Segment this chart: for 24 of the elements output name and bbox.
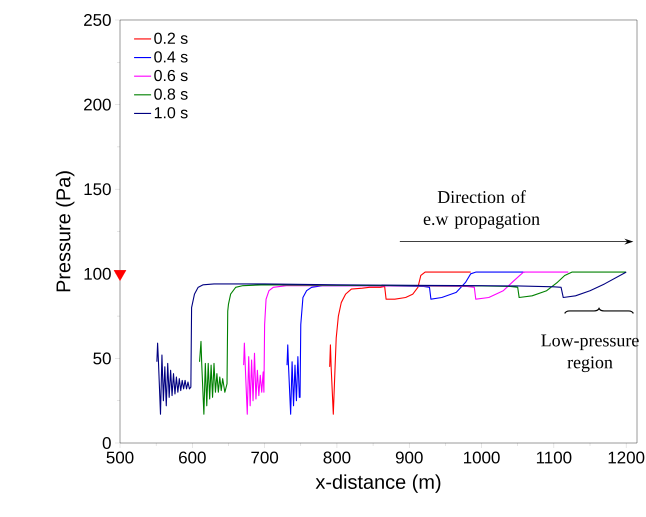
y-tick-label: 200 [84, 98, 111, 111]
legend-label: 0.8 s [154, 88, 188, 100]
x-tick-label: 1000 [464, 452, 500, 464]
y-tick-label: 0 [102, 437, 111, 449]
x-tick-label: 700 [251, 452, 278, 464]
x-tick-label: 900 [396, 452, 423, 464]
legend-label: 0.4 s [154, 51, 188, 63]
y-tick-label: 100 [84, 268, 111, 280]
line-series [329, 272, 472, 415]
x-tick-label: 800 [324, 452, 350, 464]
x-tick-label: 600 [179, 452, 206, 464]
y-tick-label: 150 [84, 183, 111, 196]
x-tick-label: 1100 [536, 452, 572, 464]
legend-label: 0.6 s [154, 70, 188, 82]
y-tick-label: 50 [93, 352, 111, 364]
annotation: Low-pressure region [541, 334, 639, 372]
y-tick-label: 250 [84, 14, 111, 26]
x-axis-title: x-distance (m) [316, 474, 440, 493]
annotation: Direction of e.w propagation [424, 190, 540, 229]
x-tick-label: 1200 [608, 452, 644, 464]
legend-label: 1.0 s [154, 107, 188, 118]
y-axis-title: Pressure (Pa) [56, 171, 74, 292]
x-tick-label: 500 [106, 452, 134, 464]
legend-label: 0.2 s [154, 32, 188, 44]
